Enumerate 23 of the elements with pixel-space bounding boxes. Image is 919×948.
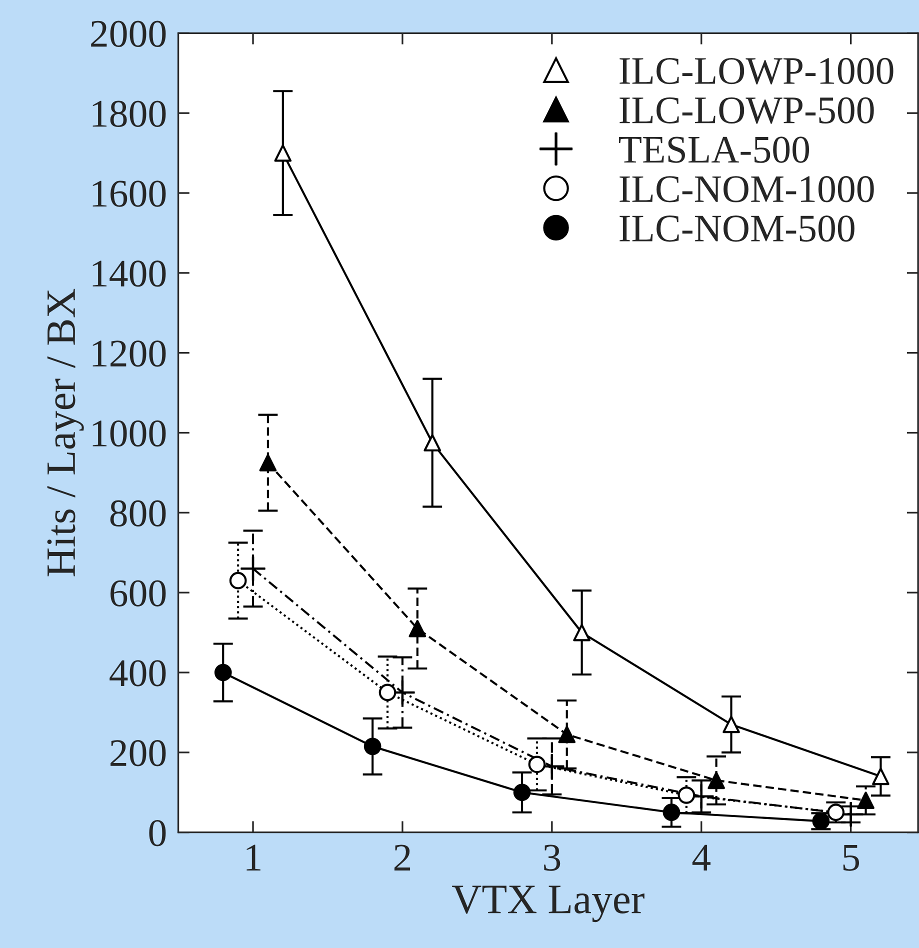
y-tick-label: 1600: [92, 180, 166, 207]
legend-label: ILC-LOWP-1000: [620, 58, 894, 84]
y-tick-label: 1800: [92, 100, 166, 127]
y-tick-label: 800: [110, 500, 166, 527]
y-axis-title: Hits / Layer / BX: [47, 288, 84, 576]
x-tick-label: 2: [394, 844, 410, 870]
y-tick-label: 1400: [92, 260, 166, 287]
y-tick-label: 1000: [92, 420, 166, 447]
x-tick-label: 5: [843, 844, 860, 871]
x-tick-label: 3: [544, 844, 560, 871]
legend-label: ILC-NOM-500: [620, 215, 854, 242]
y-tick-label: 200: [110, 740, 166, 766]
y-tick-label: 600: [110, 580, 166, 606]
x-tick-label: 4: [692, 844, 710, 870]
y-tick-label: 1200: [92, 340, 166, 367]
legend-label: ILC-LOWP-500: [620, 97, 874, 124]
x-axis-title: VTX Layer: [452, 886, 644, 922]
y-tick-label: 400: [110, 660, 166, 686]
y-tick-label: 2000: [91, 20, 166, 48]
x-tick-label: 1: [246, 844, 260, 870]
y-tick-label: 0: [149, 820, 166, 846]
legend-label: ILC-NOM-1000: [620, 176, 874, 202]
legend-label: TESLA-500: [618, 136, 810, 163]
